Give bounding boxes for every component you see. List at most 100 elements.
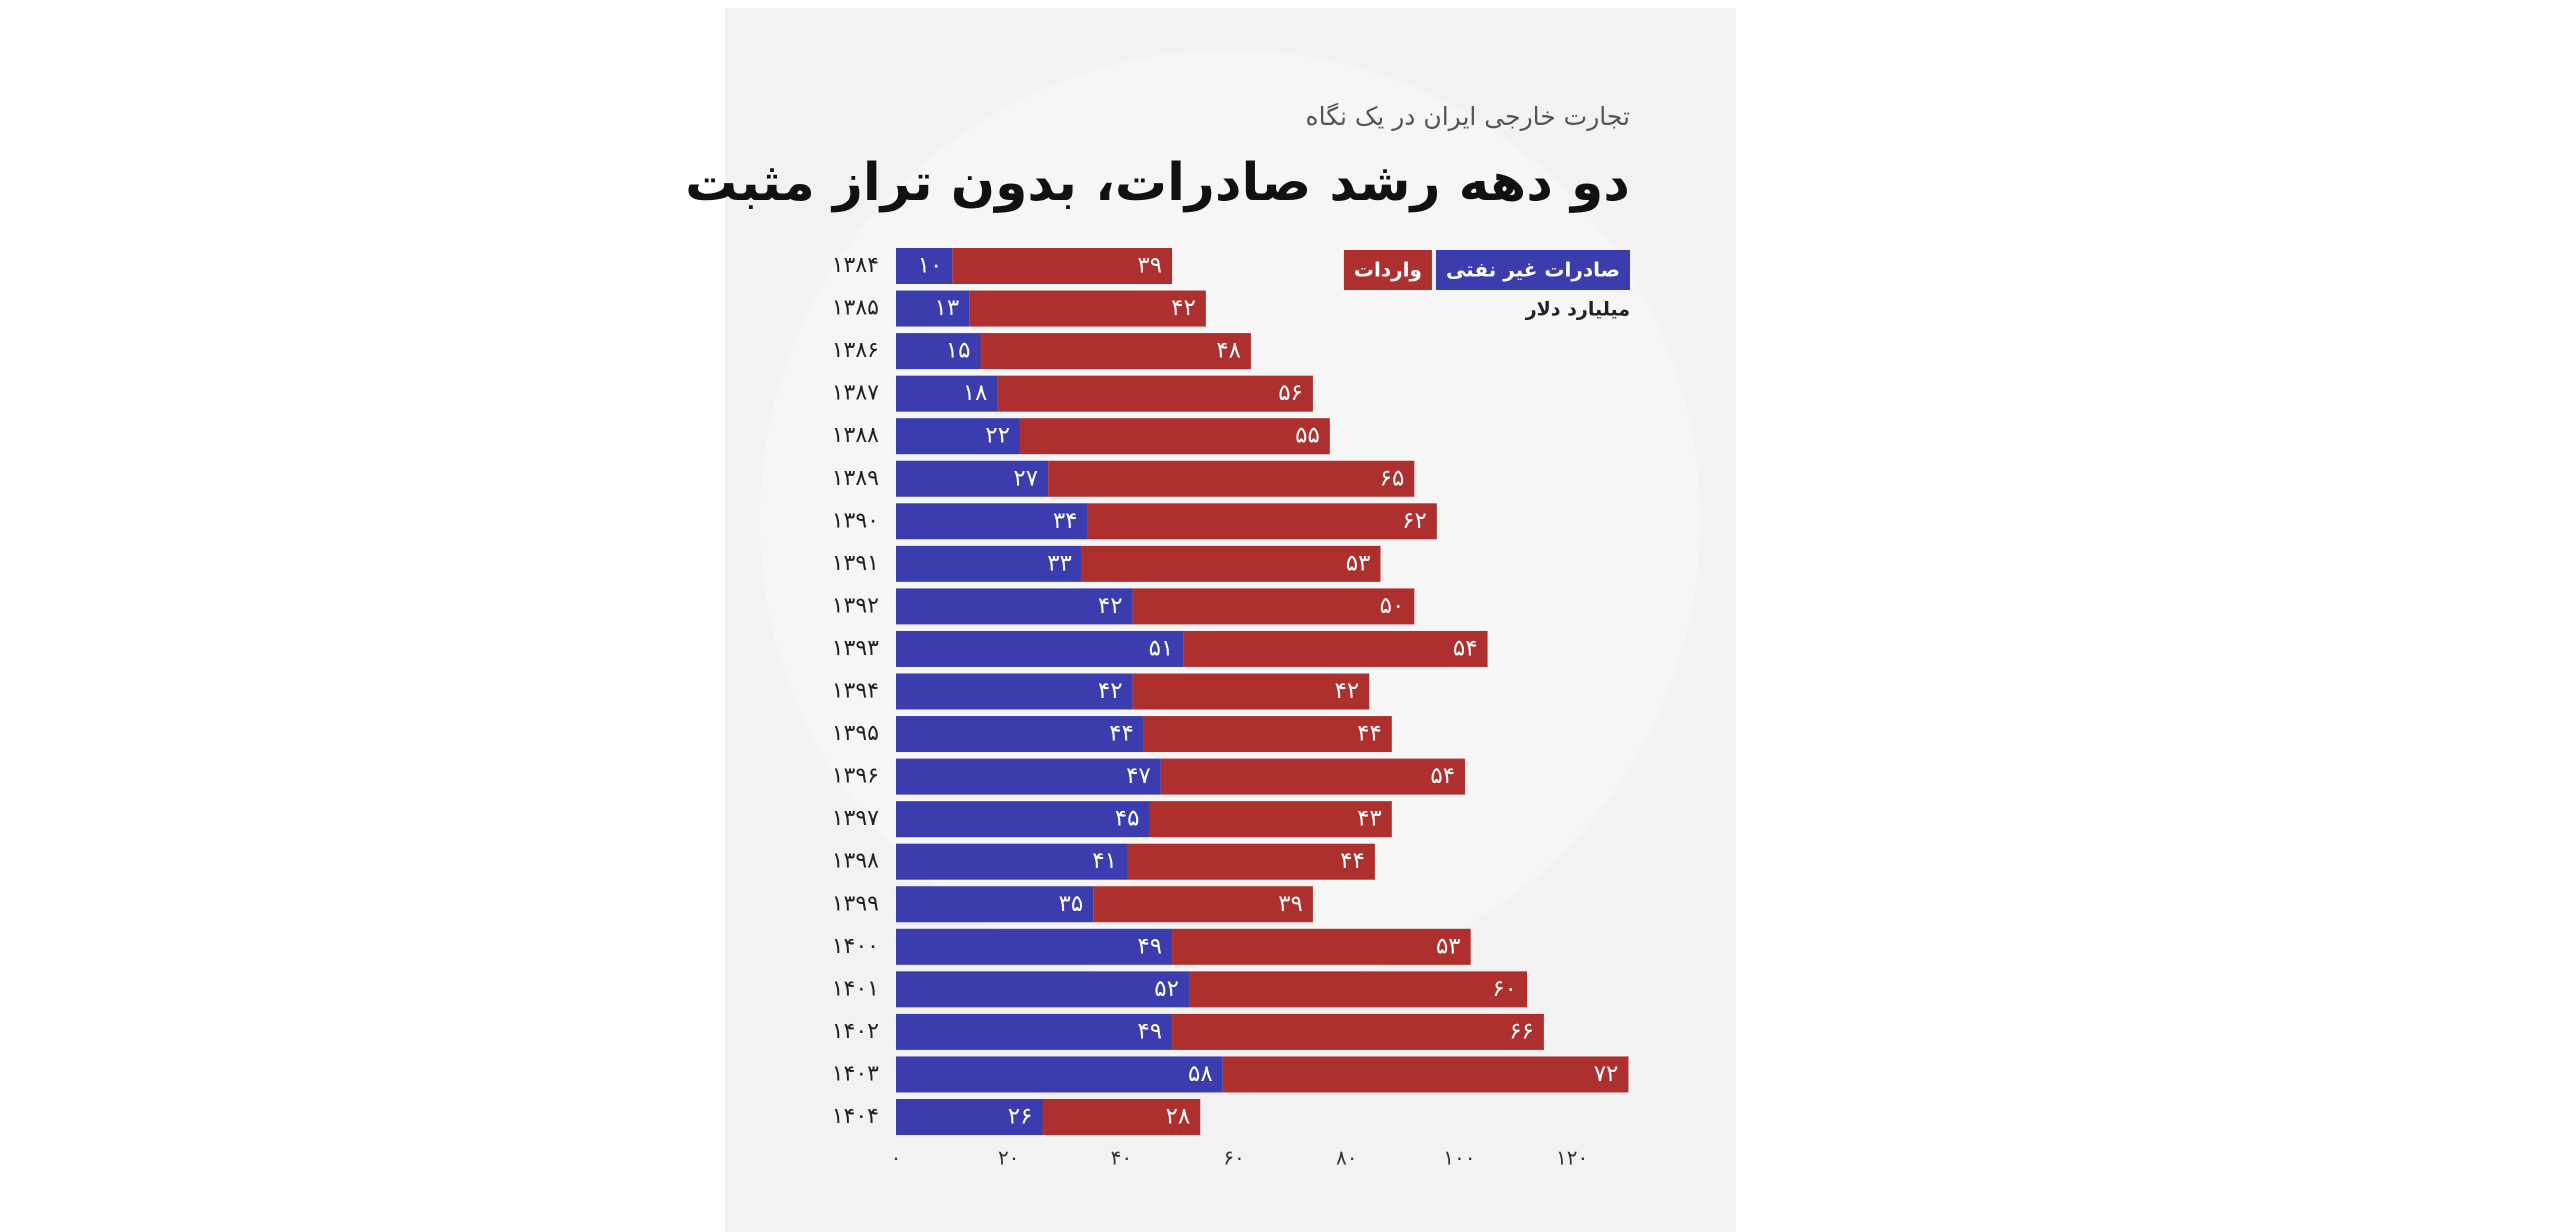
y-tick-label: ۱۳۸۶ xyxy=(832,338,879,363)
y-tick-label: ۱۳۹۷ xyxy=(832,806,879,831)
bar-segment xyxy=(896,716,1144,753)
value-label: ۵۱ xyxy=(1149,635,1174,661)
bar-segment xyxy=(1149,801,1392,838)
bar-segment xyxy=(969,290,1206,327)
x-tick-label: ۸۰ xyxy=(1336,1146,1357,1170)
value-label: ۵۲ xyxy=(1154,976,1179,1002)
bar-segment xyxy=(896,333,981,370)
value-label: ۵۶ xyxy=(1278,380,1303,406)
x-tick-label: ۲۰ xyxy=(998,1146,1019,1170)
value-label: ۳۹ xyxy=(1137,253,1162,279)
legend-swatch xyxy=(1343,250,1432,290)
legend-label: صادرات غیر نفتی xyxy=(1446,258,1620,282)
chart-title: دو دهه رشد صادرات، بدون تراز مثبت xyxy=(685,153,1630,213)
value-label: ۴۹ xyxy=(1137,1018,1162,1044)
bar-segment xyxy=(980,333,1251,370)
value-label: ۶۶ xyxy=(1509,1018,1534,1044)
bar-segment xyxy=(1126,843,1375,880)
value-label: ۴۲ xyxy=(1098,678,1123,704)
y-tick-label: ۱۳۹۵ xyxy=(832,721,879,746)
bar-segment xyxy=(1081,545,1381,582)
value-label: ۲۷ xyxy=(1013,465,1038,491)
value-label: ۴۲ xyxy=(1171,295,1196,321)
bar-segment xyxy=(1093,886,1313,923)
y-tick-label: ۱۳۹۳ xyxy=(832,636,879,661)
value-label: ۱۳ xyxy=(935,295,960,321)
bar-segment xyxy=(1143,716,1392,753)
value-label: ۲۸ xyxy=(1166,1104,1191,1130)
bar-segment xyxy=(896,418,1020,455)
bar-segment xyxy=(896,375,998,412)
y-tick-label: ۱۳۹۱ xyxy=(832,551,879,576)
value-label: ۴۴ xyxy=(1340,848,1365,874)
x-tick-label: ۴۰ xyxy=(1111,1146,1132,1170)
bar-segment xyxy=(896,1013,1173,1050)
y-tick-label: ۱۳۸۵ xyxy=(832,296,879,321)
bar-segment xyxy=(1048,460,1415,497)
bar-segment xyxy=(952,248,1173,284)
value-label: ۵۸ xyxy=(1188,1061,1213,1087)
value-label: ۴۸ xyxy=(1216,338,1241,364)
value-label: ۴۳ xyxy=(1357,806,1382,832)
y-tick-label: ۱۳۸۹ xyxy=(832,466,879,491)
y-tick-label: ۱۳۹۹ xyxy=(832,891,879,916)
unit-label: میلیارد دلار xyxy=(1525,299,1630,321)
x-tick-label: ۱۰۰ xyxy=(1443,1146,1475,1170)
bar-segment xyxy=(896,248,953,284)
y-tick-label: ۱۳۹۴ xyxy=(832,679,879,704)
x-tick-label: ۱۲۰ xyxy=(1556,1146,1588,1170)
value-label: ۴۵ xyxy=(1115,806,1140,832)
bar-segment xyxy=(896,843,1127,880)
bar-segment xyxy=(1222,1056,1629,1093)
value-label: ۵۵ xyxy=(1295,423,1320,449)
value-label: ۲۶ xyxy=(1008,1104,1033,1130)
value-label: ۵۰ xyxy=(1380,593,1405,619)
y-tick-label: ۱۴۰۴ xyxy=(832,1104,879,1129)
value-label: ۱۵ xyxy=(946,338,971,364)
y-tick-label: ۱۳۹۸ xyxy=(832,849,879,874)
bar-segment xyxy=(896,460,1049,497)
legend-label: واردات xyxy=(1354,258,1422,282)
bar-segment xyxy=(1132,588,1415,625)
bar-segment xyxy=(896,758,1161,795)
bar-segment xyxy=(896,630,1184,667)
value-label: ۳۴ xyxy=(1053,508,1078,534)
value-label: ۶۵ xyxy=(1380,465,1405,491)
bar-segment xyxy=(1160,758,1466,795)
y-tick-label: ۱۴۰۱ xyxy=(832,976,879,1001)
bar-segment xyxy=(1019,418,1330,455)
bar-segment xyxy=(1188,971,1528,1008)
y-tick-label: ۱۴۰۰ xyxy=(832,934,879,959)
y-tick-label: ۱۳۸۸ xyxy=(832,423,879,448)
bar-segment xyxy=(896,928,1173,965)
value-label: ۳۹ xyxy=(1278,891,1303,917)
bar-segment xyxy=(896,801,1150,838)
bar-segment xyxy=(997,375,1313,412)
y-tick-label: ۱۳۸۴ xyxy=(832,253,879,278)
value-label: ۴۷ xyxy=(1126,763,1151,789)
value-label: ۴۴ xyxy=(1357,721,1382,747)
y-tick-label: ۱۴۰۳ xyxy=(832,1061,879,1086)
value-label: ۶۲ xyxy=(1402,508,1427,534)
value-label: ۱۰ xyxy=(918,253,943,279)
y-tick-label: ۱۴۰۲ xyxy=(832,1019,879,1044)
bar-segment xyxy=(1172,1013,1544,1050)
bar-segment xyxy=(896,588,1133,625)
value-label: ۵۳ xyxy=(1436,933,1461,959)
bar-segment xyxy=(1132,673,1370,710)
legend-swatch xyxy=(1435,250,1630,290)
value-label: ۴۹ xyxy=(1137,933,1162,959)
value-label: ۳۳ xyxy=(1047,550,1072,576)
bar-segment xyxy=(896,503,1088,540)
bar-segment xyxy=(896,1099,1043,1135)
x-tick-label: ۰ xyxy=(891,1146,902,1170)
value-label: ۴۱ xyxy=(1092,848,1117,874)
bar-segment xyxy=(1172,928,1471,965)
bar-segment xyxy=(1183,630,1488,667)
value-label: ۴۲ xyxy=(1335,678,1360,704)
value-label: ۲۲ xyxy=(985,423,1010,449)
value-label: ۵۳ xyxy=(1346,550,1371,576)
value-label: ۱۸ xyxy=(963,380,988,406)
value-label: ۶۰ xyxy=(1492,976,1517,1002)
